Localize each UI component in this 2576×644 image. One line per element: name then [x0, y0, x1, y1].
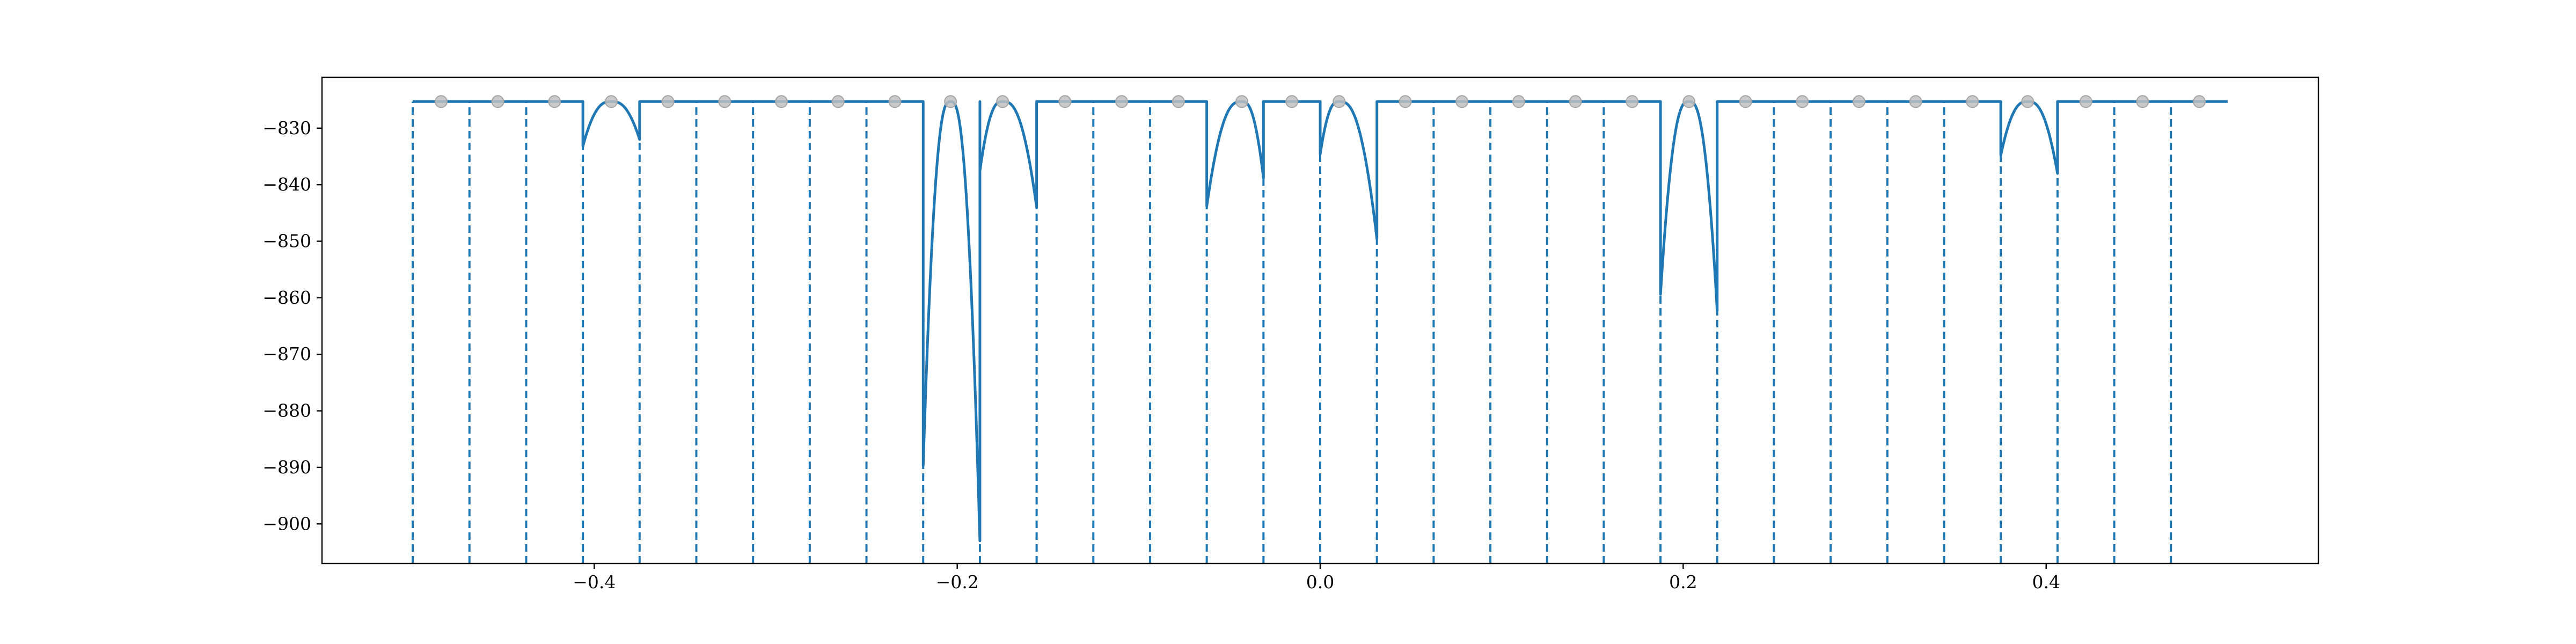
data-point-12: [1115, 95, 1129, 108]
data-point-25: [1852, 95, 1865, 108]
x-tick-label-4: 0.4: [2032, 572, 2060, 592]
data-point-13: [1172, 95, 1185, 108]
y-tick-label-3: −860: [262, 287, 311, 308]
y-tick-label-4: −870: [262, 343, 311, 364]
data-point-27: [1966, 95, 1979, 108]
data-point-6: [775, 95, 788, 108]
data-point-3: [604, 95, 618, 108]
data-point-19: [1512, 95, 1525, 108]
x-tick-label-1: −0.2: [936, 572, 979, 592]
data-point-18: [1455, 95, 1469, 108]
data-point-28: [2021, 95, 2035, 108]
y-tick-label-1: −840: [262, 174, 311, 195]
y-tick-label-7: −900: [262, 513, 311, 534]
data-point-31: [2193, 95, 2206, 108]
data-point-29: [2079, 95, 2092, 108]
data-point-16: [1333, 95, 1346, 108]
y-tick-label-6: −890: [262, 457, 311, 478]
y-tick-label-2: −850: [262, 231, 311, 252]
data-point-26: [1909, 95, 1922, 108]
y-axis: −830 −840 −850 −860 −870 −880 −890 −900: [262, 118, 322, 534]
data-point-7: [831, 95, 845, 108]
interval-boundaries: [412, 101, 2172, 564]
x-tick-label-3: 0.2: [1669, 572, 1697, 592]
data-point-5: [718, 95, 731, 108]
data-point-17: [1399, 95, 1412, 108]
y-tick-label-0: −830: [262, 118, 311, 138]
data-point-21: [1626, 95, 1639, 108]
data-point-9: [944, 95, 957, 108]
data-point-14: [1235, 95, 1248, 108]
data-point-20: [1569, 95, 1582, 108]
data-point-11: [1058, 95, 1072, 108]
data-point-10: [996, 95, 1009, 108]
x-tick-label-2: 0.0: [1306, 572, 1334, 592]
data-point-24: [1796, 95, 1809, 108]
data-point-1: [491, 95, 504, 108]
x-tick-label-0: −0.4: [573, 572, 616, 592]
data-point-4: [661, 95, 675, 108]
y-tick-label-5: −880: [262, 400, 311, 421]
data-point-2: [548, 95, 561, 108]
data-point-8: [888, 95, 902, 108]
data-point-22: [1682, 95, 1696, 108]
data-point-15: [1285, 95, 1299, 108]
markers-layer: [434, 95, 2206, 108]
data-point-23: [1739, 95, 1752, 108]
data-point-30: [2136, 95, 2149, 108]
data-point-0: [434, 95, 448, 108]
x-axis: −0.4 −0.2 0.0 0.2 0.4: [573, 564, 2060, 592]
